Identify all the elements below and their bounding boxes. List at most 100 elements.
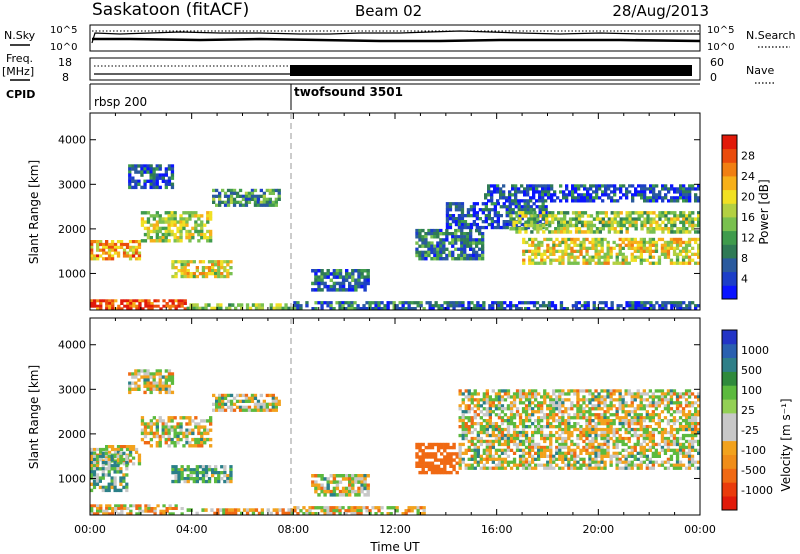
heatmap-cell <box>174 307 178 311</box>
heatmap-cell <box>473 454 477 458</box>
heatmap-cell <box>179 422 183 426</box>
heatmap-cell <box>430 442 435 447</box>
heatmap-cell <box>149 384 153 388</box>
heatmap-cell <box>204 508 208 512</box>
heatmap-cell <box>421 467 425 472</box>
heatmap-cell <box>167 428 171 432</box>
heatmap-cell <box>235 191 240 195</box>
heatmap-cell <box>348 477 352 481</box>
heatmap-cell <box>570 442 574 447</box>
heatmap-cell <box>484 202 488 206</box>
heatmap-cell <box>534 442 538 447</box>
heatmap-cell <box>491 466 495 470</box>
heatmap-cell <box>670 196 674 200</box>
heatmap-cell <box>335 301 339 305</box>
heatmap-cell <box>561 466 565 470</box>
heatmap-cell <box>211 474 215 478</box>
heatmap-cell <box>186 474 190 478</box>
heatmap-cell <box>176 239 180 243</box>
heatmap-cell <box>365 301 369 305</box>
heatmap-cell <box>357 480 361 484</box>
heatmap-cell <box>351 480 355 484</box>
heatmap-cell <box>167 384 172 388</box>
heatmap-cell <box>615 398 619 402</box>
heatmap-cell <box>418 228 422 233</box>
heatmap-cell <box>603 413 607 417</box>
heatmap-cell <box>690 401 695 405</box>
heatmap-cell <box>277 194 281 198</box>
heatmap-cell <box>546 416 550 420</box>
heatmap-cell <box>684 427 689 432</box>
heatmap-cell <box>528 454 532 458</box>
heatmap-cell <box>585 237 589 242</box>
heatmap-cell <box>558 258 562 262</box>
heatmap-cell <box>598 227 602 231</box>
heatmap-cell <box>366 275 370 279</box>
heatmap-cell <box>555 451 559 455</box>
heatmap-cell <box>589 220 594 225</box>
heatmap-cell <box>524 223 528 228</box>
heatmap-cell <box>537 240 541 245</box>
heatmap-cell <box>421 238 425 242</box>
heatmap-cell <box>476 304 480 308</box>
heatmap-cell <box>678 395 683 399</box>
heatmap-cell <box>401 304 405 308</box>
heatmap-cell <box>616 187 620 191</box>
heatmap-cell <box>451 214 456 218</box>
heatmap-cell <box>591 439 595 444</box>
heatmap-cell <box>649 187 653 191</box>
heatmap-cell <box>591 436 595 441</box>
heatmap-cell <box>509 410 514 414</box>
heatmap-cell <box>624 255 628 259</box>
heatmap-cell <box>673 223 677 228</box>
heatmap-cell <box>277 191 281 195</box>
heatmap-cell <box>540 407 544 411</box>
heatmap-cell <box>448 241 452 245</box>
heatmap-cell <box>274 399 278 403</box>
heatmap-cell <box>176 220 180 224</box>
heatmap-cell <box>600 249 604 253</box>
heatmap-cell <box>458 466 462 470</box>
heatmap-cell <box>158 173 162 177</box>
heatmap-cell <box>500 304 504 308</box>
heatmap-cell <box>515 413 520 417</box>
heatmap-cell <box>645 410 649 414</box>
heatmap-cell <box>458 301 462 305</box>
heatmap-cell <box>460 220 465 224</box>
heatmap-cell <box>540 419 544 423</box>
heatmap-cell <box>627 466 631 470</box>
heatmap-cell <box>518 439 523 444</box>
heatmap-cell <box>676 301 680 305</box>
heatmap-cell <box>538 196 542 200</box>
heatmap-cell <box>503 398 508 402</box>
heatmap-cell <box>413 506 417 510</box>
heatmap-cell <box>418 232 422 236</box>
heatmap-cell <box>326 483 330 487</box>
heatmap-cell <box>466 214 471 218</box>
heatmap-cell <box>458 445 462 450</box>
heatmap-cell <box>673 304 677 308</box>
heatmap-cell <box>579 416 583 420</box>
heatmap-cell <box>188 416 192 420</box>
heatmap-cell <box>669 246 674 250</box>
heatmap-cell <box>354 281 358 286</box>
heatmap-cell <box>241 393 246 398</box>
heatmap-cell <box>694 430 698 435</box>
heatmap-cell <box>439 238 443 242</box>
heatmap-cell <box>162 304 166 308</box>
heatmap-cell <box>618 416 622 420</box>
heatmap-cell <box>544 208 548 212</box>
heatmap-cell <box>386 304 390 308</box>
heatmap-cell <box>597 252 601 256</box>
heatmap-cell <box>627 430 631 435</box>
heatmap-cell <box>476 463 480 467</box>
heatmap-cell <box>549 237 553 242</box>
heatmap-cell <box>588 413 592 417</box>
heatmap-cell <box>129 299 133 303</box>
heatmap-cell <box>648 460 652 464</box>
heatmap-cell <box>559 199 563 203</box>
heatmap-cell <box>679 211 683 215</box>
heatmap-cell <box>598 307 602 311</box>
heatmap-cell <box>660 243 665 247</box>
heatmap-cell <box>688 187 692 191</box>
